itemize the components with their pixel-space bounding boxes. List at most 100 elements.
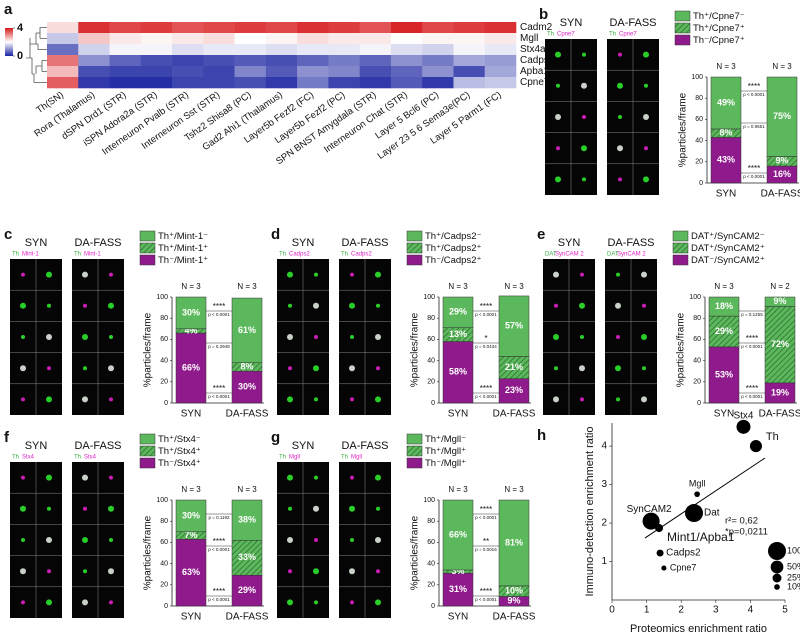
- particle: [376, 569, 380, 574]
- particle: [287, 537, 293, 543]
- y-axis-label: %particles/frame: [410, 515, 421, 590]
- y-tick-label: 20: [695, 159, 703, 166]
- heatmap-cell: [203, 77, 235, 89]
- significance-stars: ****: [213, 302, 225, 311]
- p-value: p < 0.0001: [741, 344, 763, 349]
- value-label: 72%: [771, 339, 789, 349]
- heatmap-cell: [172, 44, 204, 56]
- particle: [109, 538, 113, 542]
- y-tick-label: 20: [427, 379, 435, 386]
- heatmap-cell: [328, 77, 360, 89]
- particle: [314, 397, 318, 402]
- bar-segment: [710, 76, 742, 130]
- particle: [556, 83, 560, 88]
- heatmap-cell: [390, 33, 423, 45]
- value-label: 19%: [771, 387, 789, 397]
- legend-swatch: [406, 445, 423, 457]
- bar-segment: [498, 499, 530, 587]
- value-label: 10%: [505, 586, 523, 596]
- particle: [618, 177, 622, 182]
- particle: [579, 365, 585, 372]
- fit-line: [644, 457, 766, 539]
- point: [655, 524, 664, 533]
- bar-segment: [175, 499, 207, 533]
- heatmap-cell: [109, 22, 142, 34]
- y-tick-label: 60: [693, 336, 701, 343]
- y-tick-label: 20: [427, 582, 435, 589]
- panel-letter: g: [271, 429, 280, 446]
- panel-letter: c: [4, 226, 12, 243]
- particle: [375, 599, 381, 606]
- point-label: SynCAM2: [627, 504, 672, 515]
- heatmap-cell: [78, 55, 110, 67]
- heatmap-cell: [328, 33, 360, 45]
- n-label: N = 3: [448, 485, 468, 494]
- particle: [288, 569, 292, 574]
- value-label: 29%: [238, 585, 256, 595]
- bar-segment: [708, 296, 740, 317]
- image-title: DA-FASS: [341, 237, 388, 249]
- bar-segment: [708, 315, 740, 348]
- value-label: 38%: [238, 515, 256, 525]
- point: [656, 549, 664, 557]
- heatmap-cell: [47, 44, 79, 56]
- particle: [83, 506, 87, 511]
- y-tick-label: 60: [160, 336, 168, 343]
- point-label: Cadps2: [666, 548, 701, 559]
- value-label: 4%: [184, 325, 197, 335]
- particle: [21, 335, 25, 339]
- heatmap-cell: [390, 44, 423, 56]
- particle: [288, 366, 292, 371]
- x-tick-label: DA-FASS: [493, 612, 536, 623]
- y-tick-label: 100: [423, 497, 435, 504]
- legend-label: Th⁻/Mint-1⁺: [158, 255, 208, 266]
- particle: [644, 146, 648, 151]
- heatmap-cell: [172, 77, 204, 89]
- particle: [313, 302, 319, 309]
- heatmap-cell: [422, 77, 454, 89]
- size-legend-marker: [768, 542, 786, 560]
- y-tick-label: 0: [164, 603, 168, 610]
- panel-letter: h: [537, 427, 546, 444]
- particle: [108, 365, 114, 372]
- particle: [20, 568, 26, 575]
- legend-swatch: [139, 445, 156, 457]
- heatmap-cell: [265, 33, 298, 45]
- particle: [553, 271, 559, 278]
- channel-label: Mgll: [289, 455, 300, 461]
- legend-label: Th⁻/Mgll⁺: [425, 458, 466, 469]
- legend-swatch: [139, 254, 156, 266]
- particle: [615, 365, 621, 372]
- value-label: 58%: [449, 367, 467, 377]
- heatmap-cell: [422, 66, 454, 78]
- particle: [375, 537, 381, 543]
- p-value: p = 0.1255: [741, 312, 763, 317]
- particle: [82, 474, 88, 481]
- particle: [313, 505, 319, 512]
- particle: [618, 52, 622, 57]
- heatmap-cell: [172, 66, 204, 78]
- y-tick-label: 80: [693, 315, 701, 322]
- y-tick-label: 40: [160, 560, 168, 567]
- legend-swatch: [139, 230, 156, 242]
- x-tick-label: SYN: [181, 612, 202, 623]
- y-tick-label: 80: [695, 95, 703, 102]
- particle: [350, 475, 354, 480]
- n-label: N = 3: [181, 485, 201, 494]
- heatmap-cell: [109, 44, 142, 56]
- heatmap-cell: [328, 55, 360, 67]
- row-label: Apba1: [520, 66, 549, 77]
- value-label: 13%: [449, 329, 467, 339]
- value-label: 43%: [717, 155, 735, 165]
- x-tick-label: DA-FASS: [493, 409, 536, 420]
- particle: [314, 538, 318, 542]
- particle: [580, 335, 584, 339]
- heatmap-cell: [484, 44, 517, 56]
- heatmap-cell: [47, 55, 79, 67]
- particle: [642, 366, 646, 371]
- channel-label: Th: [74, 252, 81, 258]
- particle: [553, 396, 559, 403]
- heatmap-cell: [234, 77, 267, 89]
- channel-label: Mgll: [351, 455, 362, 461]
- particle: [288, 506, 292, 511]
